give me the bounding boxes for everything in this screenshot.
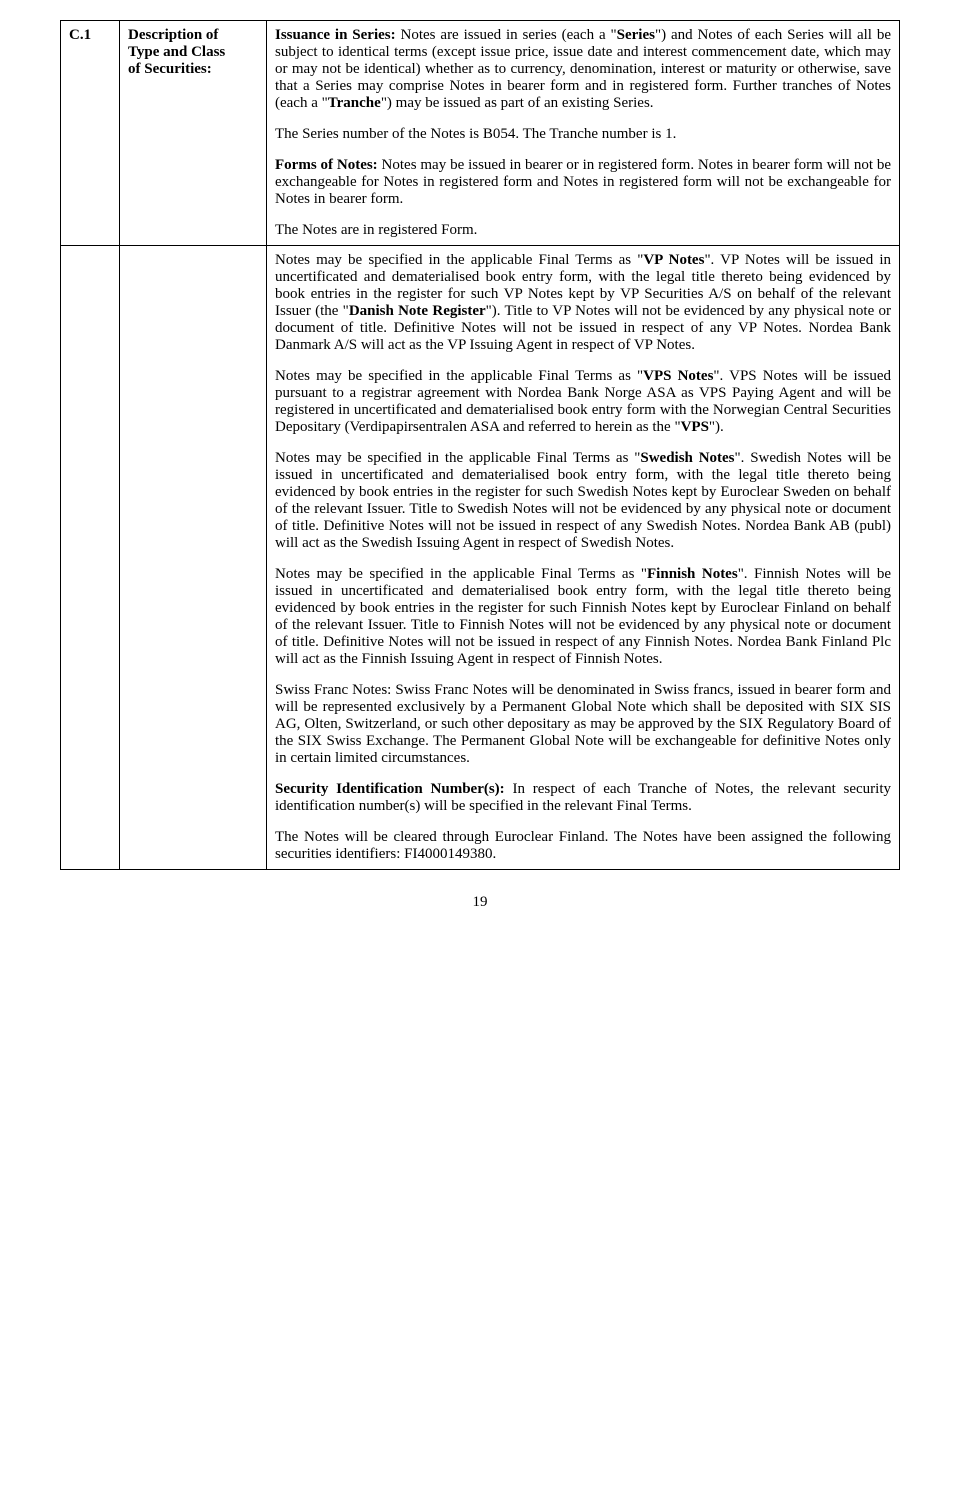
body-paragraph: The Notes are in registered Form. xyxy=(275,222,891,239)
table-row: Notes may be specified in the applicable… xyxy=(61,246,900,870)
row-id: C.1 xyxy=(61,21,120,246)
bold-term: Issuance in Series: xyxy=(275,27,396,43)
label-line: of Securities: xyxy=(128,61,212,77)
document-page: C.1 Description of Type and Class of Sec… xyxy=(0,0,960,951)
body-paragraph: Swiss Franc Notes: Swiss Franc Notes wil… xyxy=(275,682,891,767)
table-row: C.1 Description of Type and Class of Sec… xyxy=(61,21,900,246)
bold-term: Danish Note Register xyxy=(349,303,486,319)
page-number: 19 xyxy=(60,894,900,911)
bold-term: Security Identification Number(s): xyxy=(275,781,505,797)
body-text: Notes are issued in series (each a " xyxy=(396,27,617,43)
body-text: Notes may be specified in the applicable… xyxy=(275,368,643,384)
bold-term: VPS Notes xyxy=(643,368,713,384)
bold-term: Swedish Notes xyxy=(640,450,734,466)
bold-term: Tranche xyxy=(328,95,381,111)
bold-term: Finnish Notes xyxy=(647,566,738,582)
body-paragraph: Notes may be specified in the applicable… xyxy=(275,566,891,668)
body-paragraph: Issuance in Series: Notes are issued in … xyxy=(275,27,891,112)
body-paragraph: Forms of Notes: Notes may be issued in b… xyxy=(275,157,891,208)
body-paragraph: Notes may be specified in the applicable… xyxy=(275,450,891,552)
label-line: Description of xyxy=(128,27,218,43)
body-text: Notes may be specified in the applicable… xyxy=(275,566,647,582)
bold-term: VPS xyxy=(681,419,709,435)
body-text: "). xyxy=(709,419,724,435)
body-paragraph: Security Identification Number(s): In re… xyxy=(275,781,891,815)
bold-term: Series xyxy=(617,27,655,43)
body-paragraph: The Notes will be cleared through Eurocl… xyxy=(275,829,891,863)
body-paragraph: Notes may be specified in the applicable… xyxy=(275,252,891,354)
row-body: Notes may be specified in the applicable… xyxy=(267,246,900,870)
row-label: Description of Type and Class of Securit… xyxy=(120,21,267,246)
body-text: Notes may be specified in the applicable… xyxy=(275,252,643,268)
bold-term: VP Notes xyxy=(643,252,704,268)
row-label-empty xyxy=(120,246,267,870)
body-text: Notes may be specified in the applicable… xyxy=(275,450,640,466)
body-paragraph: The Series number of the Notes is B054. … xyxy=(275,126,891,143)
body-paragraph: Notes may be specified in the applicable… xyxy=(275,368,891,436)
row-id-empty xyxy=(61,246,120,870)
row-body: Issuance in Series: Notes are issued in … xyxy=(267,21,900,246)
label-line: Type and Class xyxy=(128,44,225,60)
bold-term: Forms of Notes: xyxy=(275,157,378,173)
securities-table: C.1 Description of Type and Class of Sec… xyxy=(60,20,900,870)
body-text: ") may be issued as part of an existing … xyxy=(381,95,654,111)
